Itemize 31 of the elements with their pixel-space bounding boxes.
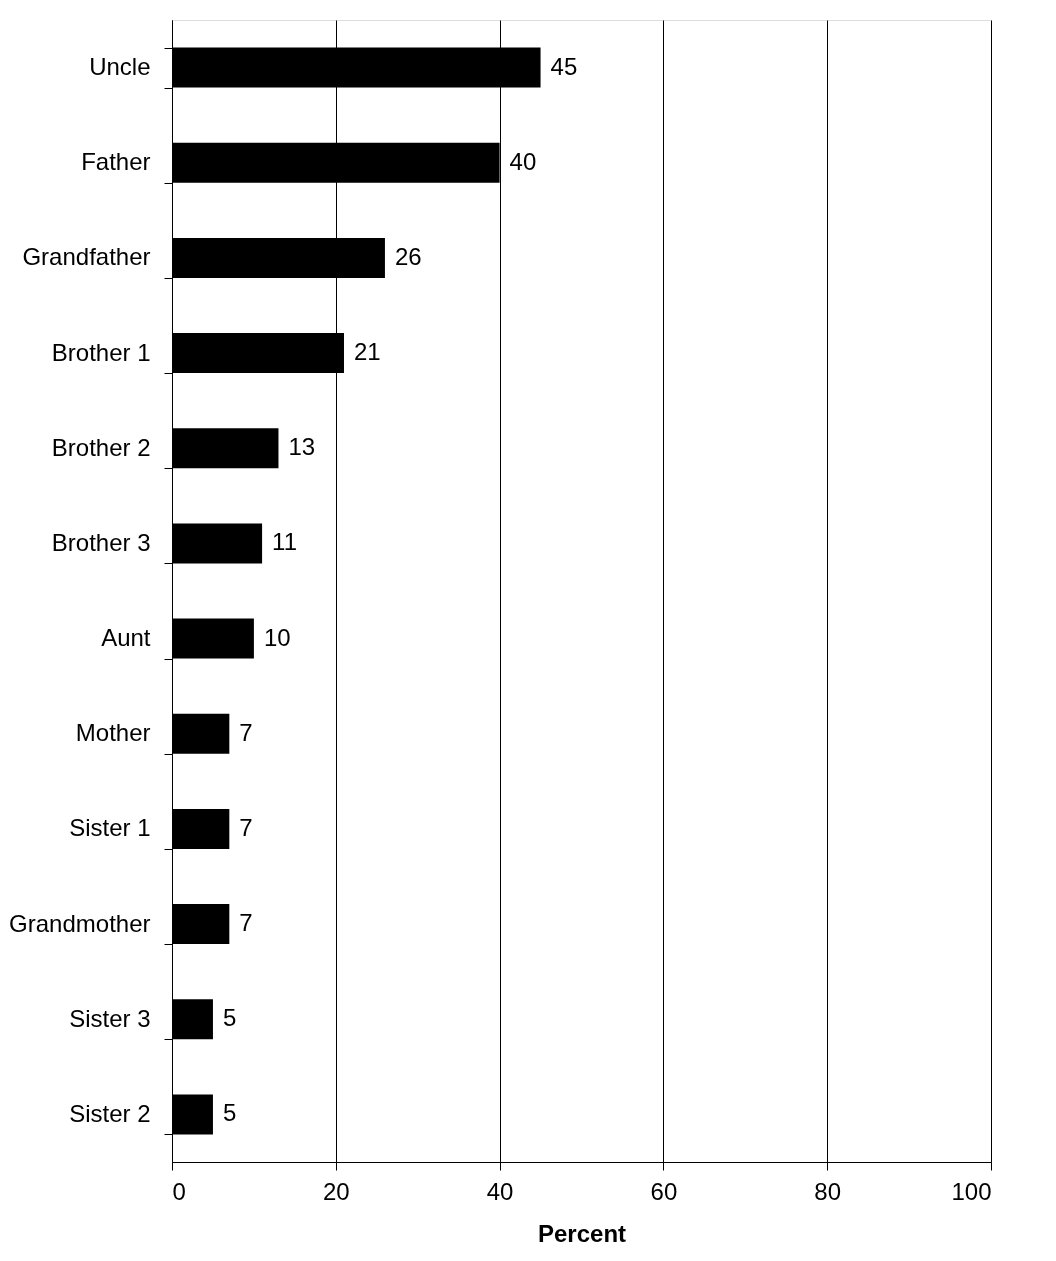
x-tick-label: 60 bbox=[650, 1177, 678, 1205]
x-tick-label: 0 bbox=[172, 1177, 186, 1205]
y-tick-label: Uncle bbox=[89, 53, 151, 81]
x-tick-label: 100 bbox=[951, 1177, 992, 1205]
x-axis-title: Percent bbox=[537, 1219, 627, 1247]
y-tick-label: Grandfather bbox=[22, 243, 151, 271]
y-tick-label: Grandmother bbox=[9, 909, 151, 937]
data-label: 5 bbox=[222, 1099, 237, 1127]
x-tick-label: 40 bbox=[486, 1177, 514, 1205]
y-tick-label: Aunt bbox=[101, 624, 151, 652]
data-label: 21 bbox=[353, 338, 381, 366]
data-label: 5 bbox=[222, 1004, 237, 1032]
y-tick-label: Mother bbox=[75, 719, 151, 747]
data-label: 7 bbox=[239, 718, 253, 746]
data-label: 11 bbox=[272, 528, 298, 556]
data-label: 26 bbox=[394, 242, 422, 270]
y-tick-label: Sister 3 bbox=[69, 1004, 151, 1032]
y-tick-label: Father bbox=[81, 148, 151, 176]
y-tick-label: Brother 1 bbox=[51, 338, 151, 366]
data-label: 40 bbox=[509, 147, 537, 175]
y-tick-label: Sister 1 bbox=[69, 814, 151, 842]
y-tick-label: Sister 2 bbox=[69, 1099, 151, 1127]
y-tick-label: Brother 2 bbox=[51, 433, 151, 461]
x-tick-label: 20 bbox=[322, 1177, 350, 1205]
x-tick-label: 80 bbox=[814, 1177, 842, 1205]
data-label: 13 bbox=[288, 433, 316, 461]
y-tick-label: Brother 3 bbox=[51, 528, 151, 556]
data-label: 7 bbox=[239, 813, 253, 841]
data-label: 10 bbox=[263, 623, 291, 651]
data-label: 7 bbox=[239, 909, 253, 937]
data-label: 45 bbox=[550, 52, 578, 80]
